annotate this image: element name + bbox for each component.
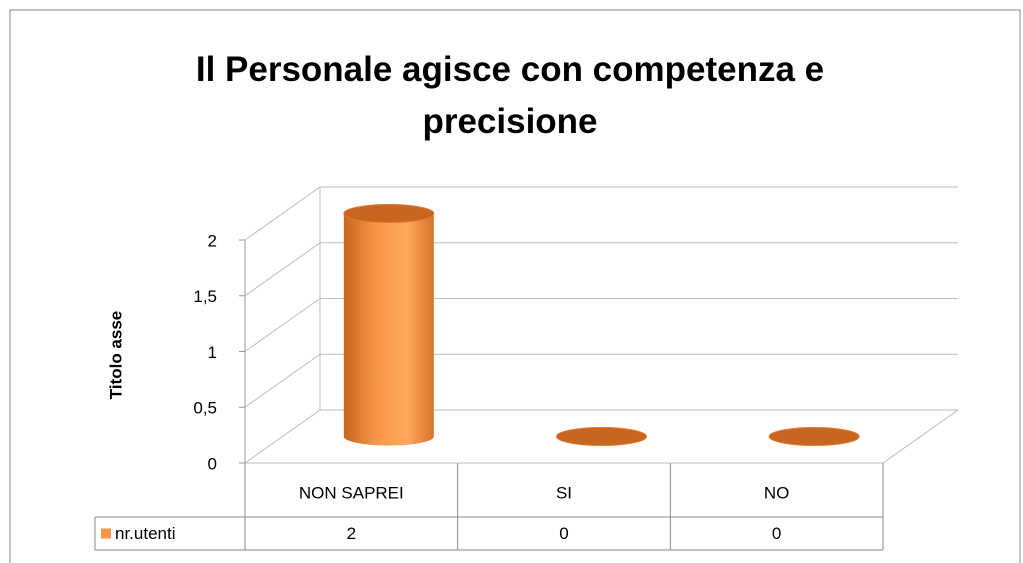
y-tick-label: 0,5 [193,399,217,418]
chart-border [9,9,1021,563]
bar-top [556,427,647,446]
floor-edge [882,409,959,464]
grid-line [244,242,321,297]
bar-body [343,213,434,446]
grid-line [244,298,321,352]
x-tick-label: NON SAPREI [299,483,404,502]
y-axis-label: Titolo asse [106,311,125,400]
legend-label: nr.utenti [115,524,176,543]
grid-line [244,186,321,241]
bar-top [343,204,435,223]
grid-line [244,353,321,408]
y-tick-label: 0 [208,454,217,473]
bar-top [768,427,860,446]
bar [768,427,860,446]
legend-key [101,528,111,539]
y-tick-label: 1 [208,343,217,362]
chart-title: Il Personale agisce con competenza e pre… [195,50,825,141]
grid-line [244,409,321,464]
x-tick-label: NO [764,483,790,502]
y-tick-label: 1,5 [193,287,217,306]
table-value: 0 [559,524,568,543]
x-tick-label: SI [556,483,572,502]
table-value: 0 [772,524,781,543]
bar [343,204,435,446]
y-tick-label: 2 [208,231,217,250]
table-value: 2 [347,524,356,543]
bar [556,427,647,446]
